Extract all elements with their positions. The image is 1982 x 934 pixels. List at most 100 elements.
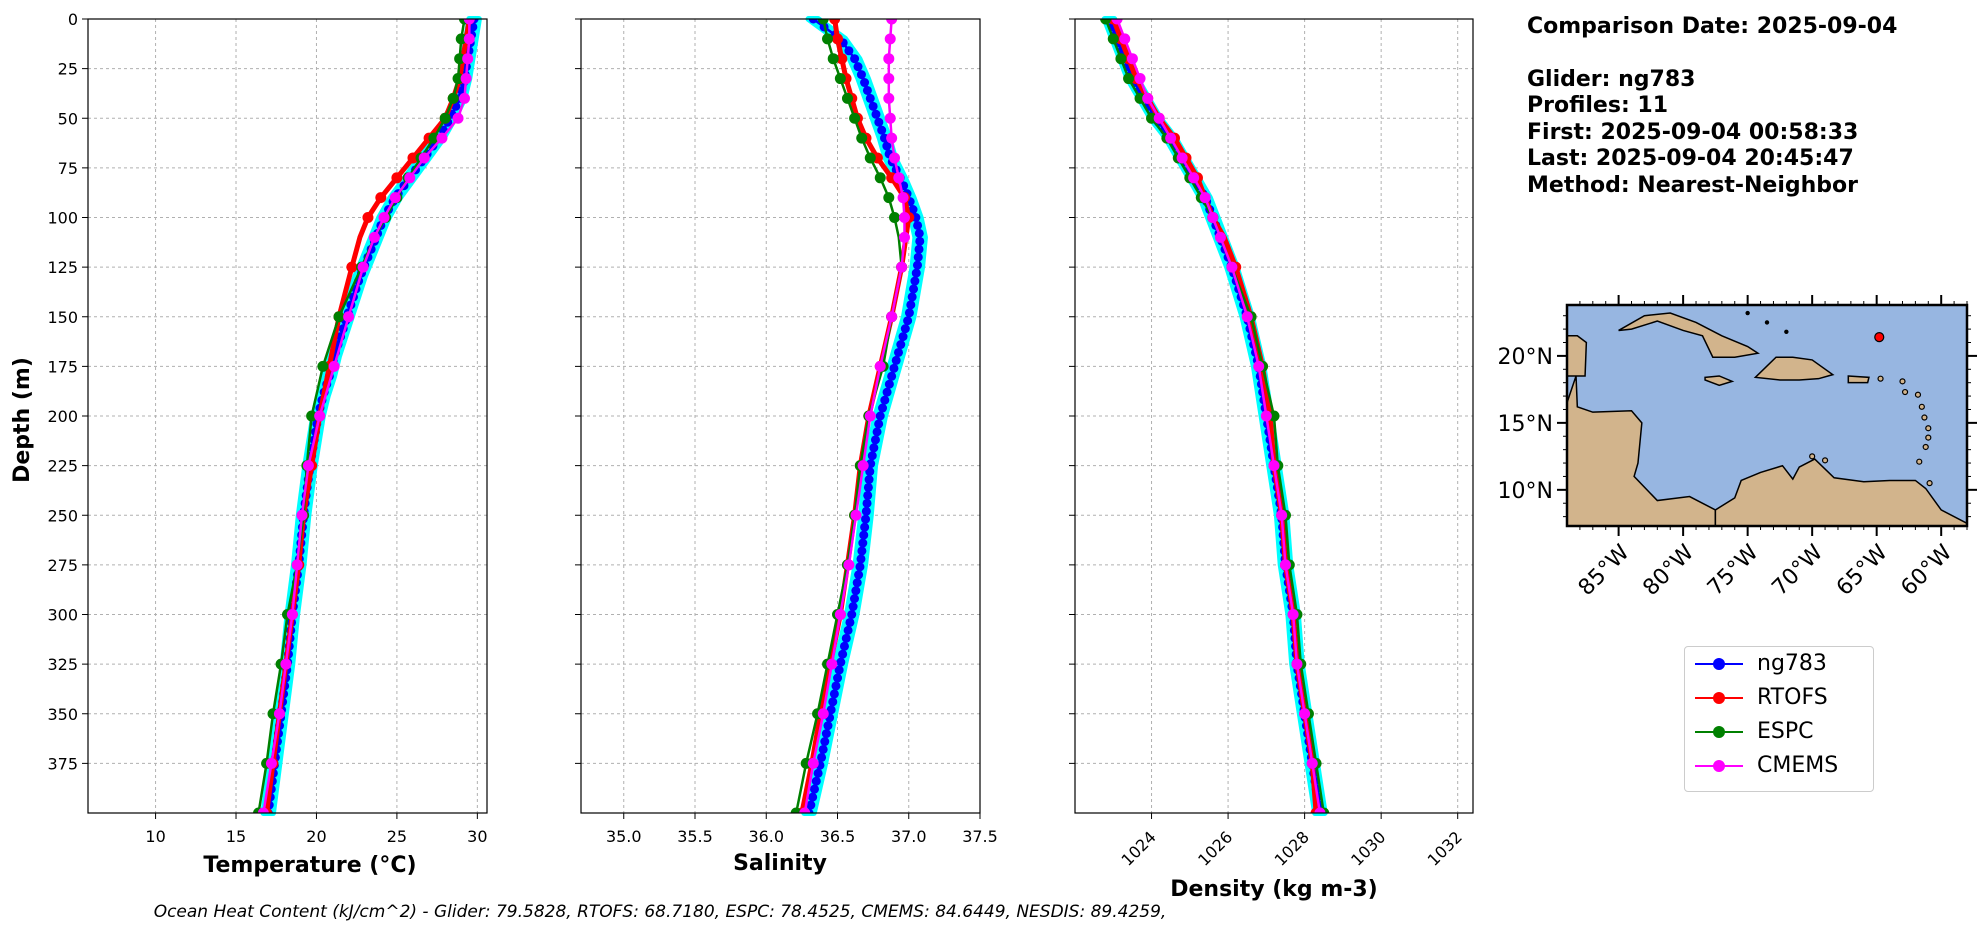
point-ng783 — [855, 562, 865, 572]
info-method: Method: Nearest-Neighbor — [1527, 172, 1858, 198]
point-cmems — [1268, 460, 1280, 472]
point-cmems — [1214, 231, 1226, 243]
land-cuba — [1618, 312, 1760, 358]
legend-marker — [1713, 726, 1725, 738]
point-ng783 — [809, 784, 819, 794]
point-ng783 — [896, 340, 906, 350]
point-ng783 — [856, 554, 866, 564]
map-lon-label: 70°W — [1767, 540, 1828, 601]
legend-item-ng783: ng783 — [1695, 649, 1871, 679]
point-cmems — [883, 73, 895, 85]
point-ng783 — [874, 117, 884, 127]
point-espc — [864, 152, 876, 164]
land-island — [1821, 457, 1829, 464]
point-espc — [447, 92, 459, 104]
point-ng783 — [877, 125, 887, 135]
y-tick-label: 200 — [47, 407, 78, 426]
point-cmems — [418, 152, 430, 164]
map-lon-label: 85°W — [1574, 540, 1635, 601]
point-ng783 — [817, 752, 827, 762]
point-cmems — [1314, 807, 1326, 813]
point-cmems — [896, 261, 908, 273]
point-cmems — [463, 19, 475, 25]
point-ng783 — [834, 665, 844, 675]
map-lat-label: 15°N — [1498, 412, 1553, 437]
info-profiles: Profiles: 11 — [1527, 93, 1669, 118]
point-cmems — [898, 231, 910, 243]
point-ng783 — [862, 498, 872, 508]
y-tick-label: 325 — [47, 655, 78, 674]
point-cmems — [883, 53, 895, 65]
map-lat-label: 10°N — [1498, 479, 1553, 504]
point-cmems — [807, 757, 819, 769]
y-tick-label: 275 — [47, 556, 78, 575]
point-ng783 — [808, 19, 818, 24]
point-cmems — [1126, 53, 1138, 65]
point-ng783 — [849, 594, 859, 604]
y-tick-label: 375 — [47, 754, 78, 773]
legend-marker — [1713, 692, 1725, 704]
point-cmems — [897, 192, 909, 204]
point-ng783 — [911, 268, 921, 278]
point-cmems — [296, 509, 308, 521]
point-ng783 — [864, 475, 874, 485]
panel-1: 10 15 20 25 30025507510012515017520022525027… — [47, 10, 488, 846]
point-rtofs — [346, 261, 358, 273]
point-ng783 — [865, 467, 875, 477]
land-island — [1916, 458, 1923, 465]
map-lon-label: 80°W — [1638, 540, 1699, 601]
point-ng783 — [904, 308, 914, 318]
land-island — [1809, 453, 1816, 460]
point-ng783 — [914, 228, 924, 238]
legend-label: CMEMS — [1757, 753, 1839, 778]
x-tick-label: 36.5 — [820, 827, 856, 846]
point-cmems — [1276, 509, 1288, 521]
point-ng783 — [913, 252, 923, 262]
point-ng783 — [865, 93, 875, 103]
point-cmems — [368, 231, 380, 243]
point-rtofs — [829, 19, 841, 25]
x-tick-label: 20 — [306, 827, 326, 846]
point-ng783 — [820, 737, 830, 747]
land-island — [1901, 388, 1909, 396]
point-ng783 — [861, 506, 871, 516]
point-ng783 — [869, 443, 879, 453]
y-tick-label: 150 — [47, 308, 78, 327]
point-cmems — [884, 33, 896, 45]
point-ng783 — [806, 800, 816, 810]
x-tick-label: 15 — [226, 827, 246, 846]
point-ng783 — [875, 411, 885, 421]
point-ng783 — [914, 244, 924, 254]
point-cmems — [1119, 33, 1131, 45]
point-ng783 — [852, 578, 862, 588]
point-espc — [834, 73, 846, 85]
point-espc — [428, 132, 440, 144]
x-tick-label: 25 — [387, 827, 407, 846]
x-tick-label: 1030 — [1347, 827, 1389, 869]
point-ng783 — [831, 681, 841, 691]
map-lon-label: 75°W — [1703, 540, 1764, 601]
point-espc — [1146, 112, 1158, 124]
xlabel-density: Density (kg m-3) — [1170, 877, 1378, 902]
point-cmems — [898, 212, 910, 223]
location-map: 20°N 15°N 10°N 85°W 80°W 75°W 70°W 65°W 60°W — [1498, 295, 1977, 601]
y-tick-label: 300 — [47, 606, 78, 625]
series-group — [1100, 19, 1330, 813]
ylabel-depth: Depth (m) — [10, 357, 35, 483]
point-cmems — [834, 609, 846, 620]
point-cmems — [1134, 73, 1146, 85]
point-ng783 — [887, 371, 897, 381]
point-ng783 — [867, 451, 877, 461]
y-tick-label: 225 — [47, 457, 78, 476]
point-cmems — [1207, 212, 1219, 223]
point-ng783 — [882, 387, 892, 397]
x-tick-label: 30 — [467, 827, 487, 846]
point-rtofs — [375, 192, 387, 204]
point-ng783 — [861, 514, 871, 524]
point-cmems — [257, 807, 269, 813]
point-ng783 — [813, 768, 823, 778]
point-ng783 — [821, 729, 831, 739]
point-cmems — [889, 152, 900, 164]
y-tick-label: 100 — [47, 209, 78, 228]
